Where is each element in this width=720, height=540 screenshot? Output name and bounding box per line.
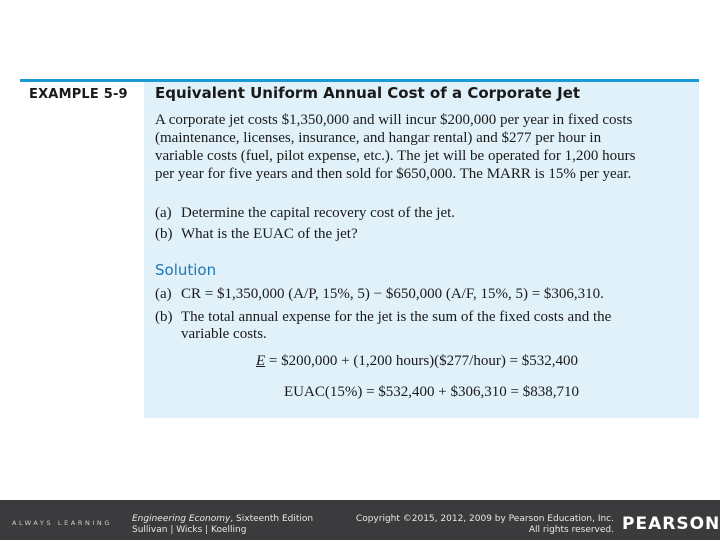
- problem-line: A corporate jet costs $1,350,000 and wil…: [155, 112, 633, 128]
- copyright-line: All rights reserved.: [528, 525, 614, 535]
- equation-expense: E = $200,000 + (1,200 hours)($277/hour) …: [256, 353, 578, 370]
- question-text: What is the EUAC of the jet?: [181, 226, 358, 242]
- book-title: Engineering Economy: [132, 514, 231, 524]
- solution-a-text: CR = $1,350,000 (A/P, 15%, 5) − $650,000…: [181, 286, 604, 302]
- problem-line: per year for five years and then sold fo…: [155, 166, 632, 182]
- footer-brand: ALWAYS LEARNING: [12, 519, 113, 527]
- example-label: EXAMPLE 5-9: [29, 87, 128, 102]
- example-label-column: [20, 79, 144, 418]
- copyright-line: Copyright ©2015, 2012, 2009 by Pearson E…: [355, 514, 614, 524]
- problem-statement: A corporate jet costs $1,350,000 and wil…: [155, 111, 682, 183]
- footer-copyright: Copyright ©2015, 2012, 2009 by Pearson E…: [346, 514, 614, 536]
- solution-heading: Solution: [155, 261, 217, 279]
- expense-variable: E: [256, 353, 266, 369]
- question-text: Determine the capital recovery cost of t…: [181, 205, 456, 221]
- problem-line: variable costs (fuel, pilot expense, etc…: [155, 148, 636, 164]
- solution-b-marker: (b): [155, 309, 173, 325]
- pearson-logo: PEARSON: [622, 514, 720, 534]
- solution-b-line1: The total annual expense for the jet is …: [181, 309, 612, 325]
- book-edition: , Sixteenth Edition: [230, 514, 314, 524]
- equation-euac: EUAC(15%) = $532,400 + $306,310 = $838,7…: [284, 384, 579, 400]
- question-marker: (b): [155, 226, 173, 242]
- question-marker: (a): [155, 205, 172, 221]
- solution-b-line2: variable costs.: [181, 326, 267, 342]
- solution-a-marker: (a): [155, 286, 172, 302]
- top-rule: [20, 79, 699, 82]
- problem-line: (maintenance, licenses, insurance, and h…: [155, 130, 602, 146]
- question-a: (a) Determine the capital recovery cost o…: [155, 205, 455, 222]
- example-title: Equivalent Uniform Annual Cost of a Corp…: [155, 84, 581, 102]
- footer-bar: [0, 500, 720, 540]
- book-authors: Sullivan | Wicks | Koelling: [132, 525, 247, 535]
- question-b: (b) What is the EUAC of the jet?: [155, 226, 358, 243]
- footer-book-info: Engineering Economy, Sixteenth Edition S…: [132, 514, 313, 536]
- expense-equation-rest: = $200,000 + (1,200 hours)($277/hour) = …: [265, 353, 579, 369]
